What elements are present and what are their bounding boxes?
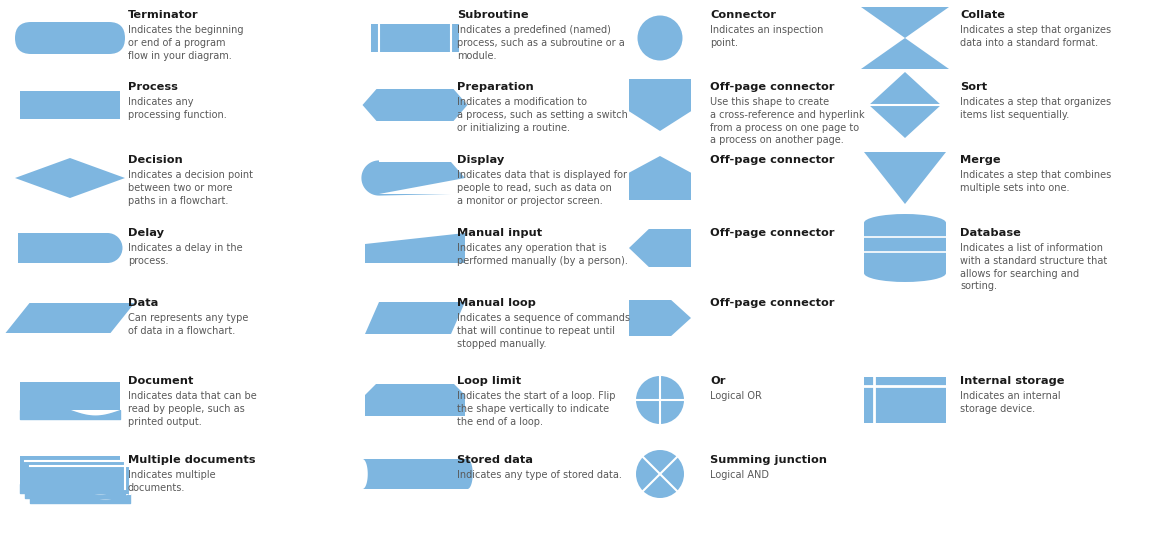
Text: Indicates a decision point
between two or more
paths in a flowchart.: Indicates a decision point between two o… [128, 170, 253, 206]
Polygon shape [861, 7, 949, 69]
Text: Indicates a predefined (named)
process, such as a subroutine or a
module.: Indicates a predefined (named) process, … [457, 25, 625, 61]
Text: Off-page connector: Off-page connector [710, 298, 834, 308]
Polygon shape [629, 79, 691, 131]
Polygon shape [361, 160, 465, 196]
Text: Indicates any operation that is
performed manually (by a person).: Indicates any operation that is performe… [457, 243, 627, 266]
Text: Internal storage: Internal storage [960, 376, 1064, 386]
Text: Indicates a step that organizes
data into a standard format.: Indicates a step that organizes data int… [960, 25, 1111, 48]
Bar [20, 91, 120, 119]
Text: Indicates an inspection
point.: Indicates an inspection point. [710, 25, 824, 48]
Polygon shape [629, 156, 691, 200]
Text: Subroutine: Subroutine [457, 10, 529, 20]
Polygon shape [629, 300, 691, 336]
Text: Manual loop: Manual loop [457, 298, 536, 308]
Bar [865, 377, 946, 423]
Text: Loop limit: Loop limit [457, 376, 521, 386]
Circle shape [636, 450, 684, 498]
Text: Indicates a step that combines
multiple sets into one.: Indicates a step that combines multiple … [960, 170, 1111, 193]
Text: Indicates the beginning
or end of a program
flow in your diagram.: Indicates the beginning or end of a prog… [128, 25, 244, 61]
Text: Logical OR: Logical OR [710, 391, 762, 401]
Bar [30, 466, 130, 494]
Text: Document: Document [128, 376, 193, 386]
Text: Merge: Merge [960, 155, 1000, 165]
Text: Use this shape to create
a cross-reference and hyperlink
from a process on one p: Use this shape to create a cross-referen… [710, 97, 865, 146]
Text: Logical AND: Logical AND [710, 470, 769, 480]
Text: Indicates a step that organizes
items list sequentially.: Indicates a step that organizes items li… [960, 97, 1111, 120]
Text: Indicates an internal
storage device.: Indicates an internal storage device. [960, 391, 1061, 414]
Text: Indicates any
processing function.: Indicates any processing function. [128, 97, 227, 120]
Text: Off-page connector: Off-page connector [710, 228, 834, 238]
FancyBboxPatch shape [15, 22, 125, 54]
Polygon shape [6, 303, 135, 333]
Text: Decision: Decision [128, 155, 182, 165]
Text: Or: Or [710, 376, 725, 386]
Bar [865, 223, 946, 273]
Text: Preparation: Preparation [457, 82, 533, 92]
Text: Process: Process [128, 82, 178, 92]
Text: Off-page connector: Off-page connector [710, 82, 834, 92]
Text: Display: Display [457, 155, 504, 165]
Text: Indicates a modification to
a process, such as setting a switch
or initializing : Indicates a modification to a process, s… [457, 97, 627, 133]
Text: Off-page connector: Off-page connector [710, 155, 834, 165]
Polygon shape [365, 302, 465, 334]
Text: Connector: Connector [710, 10, 776, 20]
Text: Summing junction: Summing junction [710, 455, 827, 465]
Text: Collate: Collate [960, 10, 1005, 20]
Text: Indicates data that can be
read by people, such as
printed output.: Indicates data that can be read by peopl… [128, 391, 257, 426]
Ellipse shape [865, 264, 946, 282]
Circle shape [638, 15, 682, 61]
Text: Terminator: Terminator [128, 10, 199, 20]
Text: Indicates data that is displayed for
people to read, such as data on
a monitor o: Indicates data that is displayed for peo… [457, 170, 627, 206]
Text: Manual input: Manual input [457, 228, 543, 238]
Text: Indicates multiple
documents.: Indicates multiple documents. [128, 470, 216, 493]
Polygon shape [363, 89, 467, 121]
Polygon shape [363, 459, 473, 489]
Bar [20, 456, 120, 484]
Text: Indicates any type of stored data.: Indicates any type of stored data. [457, 470, 622, 480]
Bar [26, 461, 125, 489]
Ellipse shape [865, 214, 946, 232]
Circle shape [93, 233, 122, 263]
Text: Delay: Delay [128, 228, 164, 238]
Text: Sort: Sort [960, 82, 988, 92]
Polygon shape [869, 72, 941, 138]
Text: Indicates a delay in the
process.: Indicates a delay in the process. [128, 243, 243, 266]
Polygon shape [365, 384, 465, 416]
Text: Database: Database [960, 228, 1021, 238]
Text: Indicates the start of a loop. Flip
the shape vertically to indicate
the end of : Indicates the start of a loop. Flip the … [457, 391, 616, 426]
Bar [371, 24, 459, 52]
Polygon shape [15, 158, 125, 198]
Text: Multiple documents: Multiple documents [128, 455, 256, 465]
Text: Stored data: Stored data [457, 455, 533, 465]
Bar [20, 382, 120, 410]
Text: Indicates a list of information
with a standard structure that
allows for search: Indicates a list of information with a s… [960, 243, 1107, 292]
Text: Can represents any type
of data in a flowchart.: Can represents any type of data in a flo… [128, 313, 249, 336]
Circle shape [636, 376, 684, 424]
Text: Data: Data [128, 298, 158, 308]
Polygon shape [629, 229, 691, 267]
Polygon shape [865, 152, 946, 204]
Text: Indicates a sequence of commands
that will continue to repeat until
stopped manu: Indicates a sequence of commands that wi… [457, 313, 630, 349]
Bar [17, 233, 108, 263]
Polygon shape [365, 233, 465, 263]
